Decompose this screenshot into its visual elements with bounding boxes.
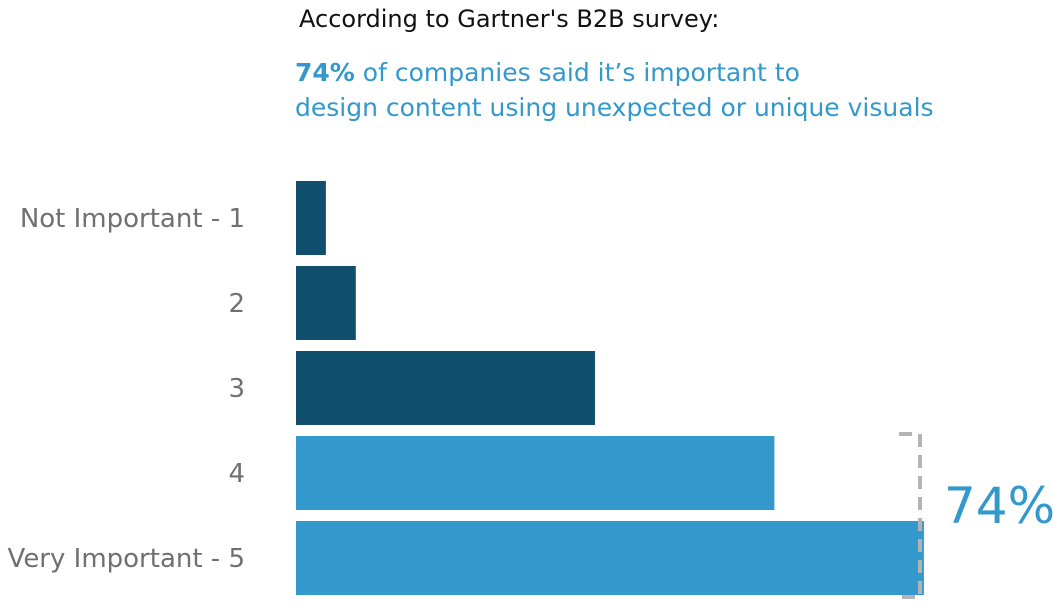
chart-heading: According to Gartner's B2B survey: (299, 5, 719, 33)
bar-3 (296, 351, 595, 425)
category-label-not-important-1: Not Important - 1 (20, 204, 245, 234)
category-label-3: 3 (228, 374, 245, 404)
chart-subtitle-line-2: design content using unexpected or uniqu… (295, 93, 934, 122)
category-label-very-important-5: Very Important - 5 (8, 544, 245, 574)
category-label-group: Not Important - 1 2 3 4 Very Important - 5 (8, 204, 245, 574)
bar-group (296, 181, 924, 595)
bar-not-important-1 (296, 181, 326, 255)
bar-4 (296, 436, 775, 510)
chart-subtitle-line-1: 74% of companies said it’s important to (295, 58, 800, 87)
category-label-4: 4 (228, 459, 245, 489)
bar-very-important-5 (296, 521, 924, 595)
subtitle-line-1-rest: of companies said it’s important to (355, 58, 800, 87)
highlight-total-label: 74% (944, 477, 1053, 535)
highlight-bracket (899, 432, 922, 599)
category-label-2: 2 (228, 289, 245, 319)
subtitle-highlight-percent: 74% (295, 58, 355, 87)
bar-2 (296, 266, 356, 340)
